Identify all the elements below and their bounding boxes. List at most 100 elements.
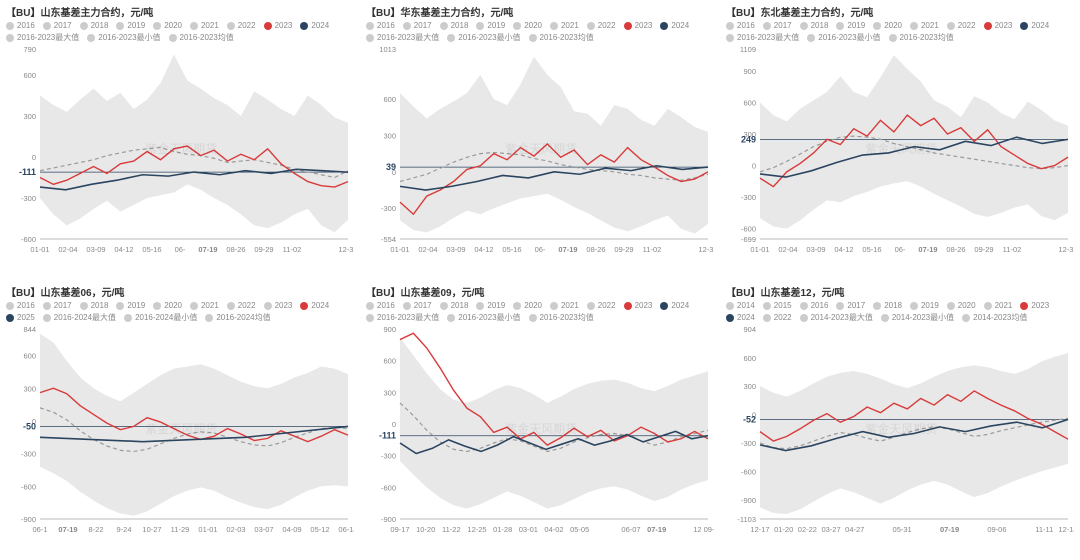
svg-text:600: 600 — [383, 95, 396, 104]
svg-text:11-02: 11-02 — [1003, 245, 1022, 254]
svg-text:05-31: 05-31 — [893, 525, 912, 534]
legend-item: 2023 — [264, 21, 293, 31]
legend-item: 2016-2023最大值 — [6, 33, 79, 43]
legend-item: 2016-2024最大值 — [43, 313, 116, 323]
legend-item: 2024 — [300, 301, 329, 311]
chart-title: 【BU】山东基差主力合约，元/吨 — [6, 4, 354, 19]
chart-legend: 2016201720182019202020212022202320242016… — [366, 301, 714, 323]
legend-item: 2018 — [80, 21, 109, 31]
svg-text:1109: 1109 — [740, 45, 756, 54]
svg-text:11-29: 11-29 — [171, 525, 190, 534]
legend-item: 2016 — [6, 21, 35, 31]
svg-text:01-01: 01-01 — [390, 245, 409, 254]
legend-item: 2016-2023最大值 — [366, 313, 439, 323]
svg-text:11-11: 11-11 — [1035, 525, 1053, 534]
legend-item: 2022 — [763, 313, 792, 323]
svg-text:300: 300 — [383, 388, 396, 397]
chart-panel-0: 【BU】山东基差主力合约，元/吨201620172018201920202021… — [0, 0, 360, 280]
legend-item: 2025 — [6, 313, 35, 323]
svg-text:01-01: 01-01 — [30, 245, 49, 254]
svg-text:06-: 06- — [895, 245, 906, 254]
chart-legend: 2016201720182019202020212022202320242025… — [6, 301, 354, 323]
svg-text:05-05: 05-05 — [570, 525, 589, 534]
legend-item: 2016 — [366, 21, 395, 31]
legend-item: 2019 — [836, 21, 865, 31]
svg-text:11-02: 11-02 — [283, 245, 302, 254]
legend-item: 2021 — [984, 301, 1013, 311]
legend-item: 2018 — [873, 301, 902, 311]
legend-item: 2019 — [116, 21, 145, 31]
svg-text:-600: -600 — [741, 467, 756, 476]
svg-text:03-09: 03-09 — [86, 245, 105, 254]
svg-text:-52: -52 — [743, 415, 756, 425]
legend-item: 2022 — [947, 21, 976, 31]
legend-item: 2023 — [1020, 301, 1049, 311]
svg-text:01-28: 01-28 — [493, 525, 512, 534]
legend-item: 2024 — [660, 301, 689, 311]
chart-panel-4: 【BU】山东基差09，元/吨 20162017201820192020202120… — [360, 280, 720, 560]
legend-item: 2024 — [726, 313, 755, 323]
legend-item: 2016-2023最小值 — [447, 313, 520, 323]
svg-text:07-19: 07-19 — [558, 245, 577, 254]
legend-item: 2016 — [726, 21, 755, 31]
svg-text:04-12: 04-12 — [474, 245, 493, 254]
legend-item: 2018 — [80, 301, 109, 311]
svg-text:12-14: 12-14 — [1058, 525, 1074, 534]
legend-item: 2024 — [300, 21, 329, 31]
svg-text:39: 39 — [386, 162, 396, 172]
svg-text:-900: -900 — [21, 515, 36, 524]
legend-item: 2021 — [910, 21, 939, 31]
legend-item: 2016-2024均值 — [205, 313, 270, 323]
chart-area: -600-3000300600790-11101-0102-0403-0904-… — [6, 45, 354, 255]
svg-text:9-24: 9-24 — [116, 525, 131, 534]
svg-text:06-14: 06-14 — [338, 525, 354, 534]
chart-area: -900-600-3000300600844-5006-107-198-229-… — [6, 325, 354, 535]
svg-text:12-17: 12-17 — [750, 525, 769, 534]
svg-text:03-27: 03-27 — [821, 525, 840, 534]
svg-text:07-19: 07-19 — [940, 525, 959, 534]
legend-item: 2017 — [43, 21, 72, 31]
chart-legend: 2016201720182019202020212022202320242016… — [366, 21, 714, 43]
svg-text:600: 600 — [743, 354, 756, 363]
svg-text:-300: -300 — [381, 204, 396, 213]
svg-text:-1103: -1103 — [737, 515, 756, 524]
svg-text:844: 844 — [23, 325, 36, 334]
svg-text:07-19: 07-19 — [647, 525, 666, 534]
chart-title: 【BU】山东基差09，元/吨 — [366, 284, 714, 299]
chart-area: -900-600-3000300600900-11109-1710-2011-2… — [366, 325, 714, 535]
legend-item: 2019 — [116, 301, 145, 311]
legend-item: 2021 — [550, 301, 579, 311]
svg-text:0: 0 — [32, 153, 36, 162]
svg-text:900: 900 — [743, 67, 756, 76]
svg-text:04-12: 04-12 — [834, 245, 853, 254]
chart-panel-1: 【BU】华东基差主力合约，元/吨201620172018201920202021… — [360, 0, 720, 280]
svg-text:12-31: 12-31 — [698, 245, 714, 254]
svg-text:07-19: 07-19 — [58, 525, 77, 534]
svg-text:04-02: 04-02 — [544, 525, 563, 534]
svg-text:05-16: 05-16 — [142, 245, 161, 254]
legend-item: 2018 — [800, 21, 829, 31]
svg-text:09-29: 09-29 — [254, 245, 273, 254]
legend-item: 2020 — [947, 301, 976, 311]
svg-text:600: 600 — [743, 98, 756, 107]
svg-text:08-26: 08-26 — [226, 245, 245, 254]
legend-item: 2016 — [6, 301, 35, 311]
svg-text:790: 790 — [23, 45, 36, 54]
svg-text:09-29: 09-29 — [974, 245, 993, 254]
svg-text:-900: -900 — [381, 515, 396, 524]
legend-item: 2016-2023最小值 — [807, 33, 880, 43]
legend-item: 2014-2023最小值 — [881, 313, 954, 323]
legend-item: 2021 — [190, 21, 219, 31]
svg-text:01-20: 01-20 — [774, 525, 793, 534]
legend-item: 2014 — [726, 301, 755, 311]
svg-text:904: 904 — [743, 325, 756, 334]
svg-text:-699: -699 — [741, 235, 756, 244]
svg-text:-111: -111 — [19, 167, 36, 177]
svg-text:-50: -50 — [23, 421, 36, 431]
svg-text:10-20: 10-20 — [416, 525, 435, 534]
svg-text:-300: -300 — [741, 439, 756, 448]
svg-text:03-07: 03-07 — [254, 525, 273, 534]
chart-area: -1103-900-600-3000300600904-5212-1701-20… — [726, 325, 1074, 535]
svg-text:-600: -600 — [21, 235, 36, 244]
svg-text:06-: 06- — [175, 245, 186, 254]
